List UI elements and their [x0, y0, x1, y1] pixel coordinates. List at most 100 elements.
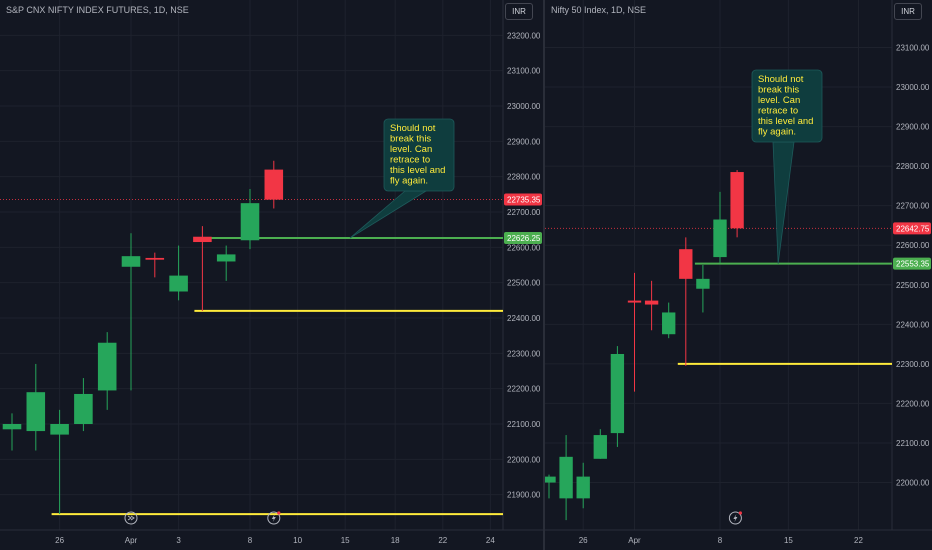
index-chart-canvas[interactable]: 22000.00 22100.00 22200.00 22300.00 22400.00… [545, 0, 932, 550]
candle-body [169, 275, 188, 292]
lightning-glyph [733, 514, 738, 522]
price-label: 22735.35 [507, 196, 541, 205]
candle-body [193, 236, 212, 243]
callout-text-line: fly again. [758, 127, 796, 138]
callout-pointer [349, 190, 428, 239]
y-tick-label: 22400.00 [507, 314, 541, 323]
chart-pane-index[interactable]: 22000.00 22100.00 22200.00 22300.00 22400.00… [545, 0, 932, 550]
callout-text-line: level. Can [758, 95, 800, 106]
y-tick-label: 22700.00 [896, 202, 930, 211]
lightning-icon [728, 511, 742, 525]
candle-body [50, 424, 69, 435]
candle-body [593, 435, 607, 459]
y-tick-label: 22600.00 [896, 241, 930, 250]
y-tick-label: 22500.00 [507, 279, 541, 288]
candle-body [216, 254, 236, 262]
y-tick-label: 22500.00 [896, 281, 930, 290]
calendar-forward-icon [124, 511, 138, 525]
y-tick-label: 23000.00 [507, 102, 541, 111]
candle-body [576, 476, 590, 499]
chart-title: S&P CNX NIFTY INDEX FUTURES, 1D, NSE [6, 5, 189, 15]
candle-body [713, 219, 727, 258]
chart-pane-futures[interactable]: 21900.00 22000.00 22100.00 22200.00 22300.00… [0, 0, 543, 550]
x-tick-label: 26 [55, 536, 64, 545]
candle-body [627, 300, 642, 303]
y-tick-label: 22000.00 [896, 479, 930, 488]
callout-text-line: break this [758, 85, 799, 96]
x-tick-label: 3 [176, 536, 181, 545]
currency-button[interactable]: INR [894, 3, 922, 20]
callout-text-line: Should not [758, 74, 804, 85]
event-dot [738, 511, 742, 515]
lightning-icon [267, 511, 281, 525]
callout-text-line: retrace to [390, 155, 430, 166]
price-label: 22626.25 [507, 234, 541, 243]
price-label: 22642.75 [896, 224, 930, 233]
x-tick-label: Apr [628, 536, 641, 545]
price-label-bg [893, 222, 931, 235]
y-tick-label: 22200.00 [896, 399, 930, 408]
y-tick-label: 22200.00 [507, 385, 541, 394]
x-tick-label: 22 [854, 536, 863, 545]
y-tick-label: 22000.00 [507, 455, 541, 464]
candle-body [240, 203, 260, 241]
price-label-bg [893, 257, 931, 270]
futures-chart-canvas[interactable]: 21900.00 22000.00 22100.00 22200.00 22300.00… [0, 0, 543, 550]
y-tick-label: 22800.00 [896, 162, 930, 171]
forward-glyph [127, 515, 135, 521]
candle-body [730, 172, 744, 229]
callout-text-line: fly again. [390, 176, 428, 187]
candle-body [679, 249, 693, 279]
y-tick-label: 22700.00 [507, 208, 541, 217]
candle-body [644, 300, 659, 305]
price-label-bg [504, 232, 542, 245]
x-tick-label: 22 [438, 536, 447, 545]
callout-text-line: this level and [758, 116, 813, 127]
candle-body [26, 392, 46, 432]
callout-text-line: break this [390, 134, 431, 145]
x-tick-label: 8 [248, 536, 253, 545]
callout-text-line: Should not [390, 123, 436, 134]
y-tick-label: 23000.00 [896, 83, 930, 92]
price-label-bg [504, 193, 542, 206]
x-tick-label: 24 [486, 536, 495, 545]
y-tick-label: 22300.00 [507, 349, 541, 358]
candle-body [545, 476, 556, 483]
callout-box [751, 69, 823, 143]
price-label: 22553.35 [896, 260, 930, 269]
y-tick-label: 23100.00 [896, 43, 930, 52]
x-tick-label: 18 [391, 536, 400, 545]
candle-body [696, 278, 710, 289]
x-tick-label: 26 [579, 536, 588, 545]
candle-body [264, 169, 284, 200]
y-tick-label: 23200.00 [507, 31, 541, 40]
candle-body [74, 393, 93, 424]
y-tick-label: 22300.00 [896, 360, 930, 369]
x-tick-label: 8 [718, 536, 723, 545]
candle-body [145, 257, 165, 260]
y-tick-label: 22100.00 [507, 420, 541, 429]
callout-text-line: level. Can [390, 144, 432, 155]
x-tick-label: 10 [293, 536, 302, 545]
y-tick-label: 22800.00 [507, 173, 541, 182]
candle-body [662, 312, 676, 335]
y-tick-label: 22600.00 [507, 243, 541, 252]
pane-divider[interactable] [543, 0, 545, 550]
callout-text-line: retrace to [758, 106, 798, 117]
y-tick-label: 22900.00 [896, 123, 930, 132]
y-tick-label: 22100.00 [896, 439, 930, 448]
y-tick-label: 22400.00 [896, 320, 930, 329]
chart-title: Nifty 50 Index, 1D, NSE [551, 5, 647, 15]
event-dot [277, 511, 281, 515]
y-tick-label: 23100.00 [507, 67, 541, 76]
x-tick-label: 15 [341, 536, 350, 545]
candle-body [121, 256, 141, 267]
y-tick-label: 21900.00 [507, 491, 541, 500]
candle-body [2, 424, 22, 430]
x-tick-label: Apr [125, 536, 138, 545]
candle-body [559, 456, 573, 499]
lightning-glyph [271, 514, 276, 522]
callout-text-line: this level and [390, 165, 445, 176]
x-tick-label: 15 [784, 536, 793, 545]
currency-button[interactable]: INR [505, 3, 533, 20]
